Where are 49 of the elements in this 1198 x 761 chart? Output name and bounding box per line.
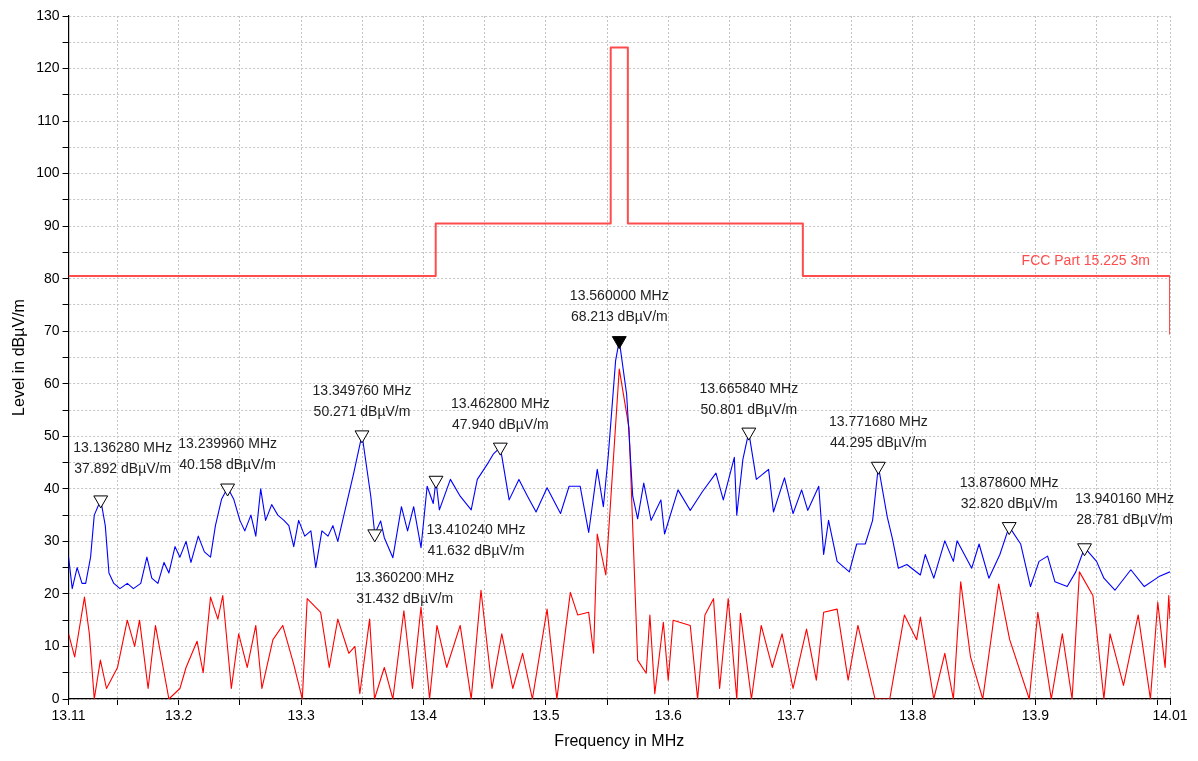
x-tick-label: 13.8 bbox=[899, 707, 927, 724]
annotation: 13.360200 MHz 31.432 dBµV/m bbox=[355, 568, 455, 606]
point bbox=[611, 336, 627, 350]
y-tick-label: 110 bbox=[37, 111, 60, 128]
x-tick-label: 14.01 bbox=[1152, 707, 1188, 724]
annotation: 13.560000 MHz 68.213 dBµV/m bbox=[569, 287, 669, 325]
x-axis-title: Frequency in MHz bbox=[554, 731, 685, 749]
y-tick-label: 100 bbox=[36, 164, 60, 181]
x-tick-label: 13.2 bbox=[165, 707, 193, 724]
y-tick-label: 80 bbox=[43, 269, 60, 286]
series-label: FCC Part 15.225 3m bbox=[1021, 251, 1150, 268]
x-tick-label: 13.5 bbox=[532, 707, 560, 724]
annotation: 13.878600 MHz 32.820 dBµV/m bbox=[959, 474, 1059, 512]
annotation: 13.349760 MHz 50.271 dBµV/m bbox=[312, 381, 412, 419]
annotation: 13.665840 MHz 50.801 dBµV/m bbox=[699, 379, 799, 417]
annotation: 13.771680 MHz 44.295 dBµV/m bbox=[828, 413, 928, 451]
point bbox=[870, 461, 886, 475]
y-tick-label: 60 bbox=[43, 374, 60, 391]
x-tick-label: 13.9 bbox=[1021, 707, 1050, 724]
point bbox=[1077, 543, 1092, 557]
point bbox=[93, 495, 109, 509]
y-tick-label: 0 bbox=[51, 689, 60, 706]
x-tick-label: 13.7 bbox=[776, 707, 805, 724]
annotation: 13.136280 MHz 37.892 dBµV/m bbox=[73, 438, 173, 476]
x-tick-label: 13.6 bbox=[654, 707, 683, 724]
y-axis-title: Level in dBµV/m bbox=[10, 299, 28, 416]
point bbox=[492, 442, 508, 456]
y-tick-label: 90 bbox=[43, 217, 60, 234]
y-tick-label: 70 bbox=[43, 322, 60, 339]
annotation: 13.940160 MHz 28.781 dBµV/m bbox=[1075, 489, 1174, 527]
y-tick-label: 120 bbox=[36, 59, 60, 76]
annotation: 13.239960 MHz 40.158 dBµV/m bbox=[178, 434, 278, 472]
annotation: 13.410240 MHz 41.632 dBµV/m bbox=[426, 521, 526, 559]
point bbox=[220, 483, 236, 497]
y-tick-label: 130 bbox=[36, 6, 60, 23]
y-tick-label: 50 bbox=[43, 427, 60, 444]
point bbox=[367, 529, 383, 543]
point bbox=[741, 427, 757, 441]
y-tick-label: 30 bbox=[43, 532, 60, 549]
point bbox=[354, 430, 370, 444]
x-tick-label: 13.4 bbox=[409, 707, 438, 724]
x-tick-label: 13.3 bbox=[287, 707, 315, 724]
y-tick-label: 40 bbox=[43, 479, 60, 496]
y-tick-label: 20 bbox=[43, 584, 60, 601]
x-tick-label: 13.11 bbox=[51, 707, 86, 724]
point bbox=[428, 475, 444, 489]
annotation: 13.462800 MHz 47.940 dBµV/m bbox=[450, 394, 550, 432]
y-tick-label: 10 bbox=[43, 637, 60, 654]
point bbox=[1001, 522, 1017, 536]
